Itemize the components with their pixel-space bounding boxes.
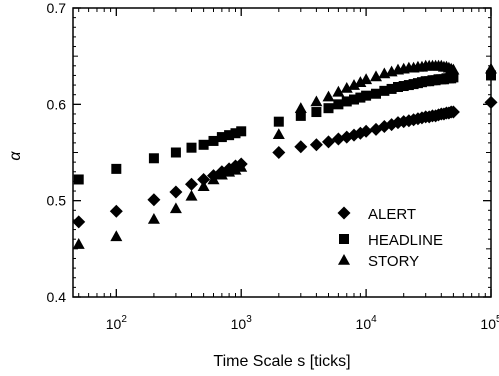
legend: ALERT HEADLINE STORY (337, 206, 443, 270)
x-tick-label: 105 (480, 314, 499, 332)
data-point-story (310, 95, 323, 107)
legend-label: STORY (368, 253, 419, 270)
data-point-story (197, 180, 210, 192)
y-tick-labels: 0.4 0.5 0.6 0.7 (47, 0, 67, 305)
data-point-story (215, 168, 228, 180)
data-point-story (169, 202, 182, 214)
y-tick-label: 0.4 (47, 289, 67, 305)
data-point-headline (73, 174, 84, 185)
data-point-headline (111, 163, 122, 174)
data-point-headline (208, 135, 219, 146)
x-tick-label: 104 (356, 314, 378, 332)
data-point-alert (359, 124, 373, 138)
data-point-alert (147, 193, 161, 207)
data-point-headline (170, 147, 181, 158)
data-point-alert (322, 135, 336, 149)
data-point-story (369, 70, 382, 82)
data-point-story (147, 212, 160, 224)
data-point-headline (361, 90, 372, 101)
data-point-headline (198, 139, 209, 150)
data-point-story (332, 85, 345, 97)
data-point-alert (169, 185, 183, 199)
data-point-headline (355, 92, 366, 103)
data-point-story (110, 230, 123, 242)
data-point-headline (236, 126, 247, 137)
data-point-headline (448, 72, 459, 83)
data-point-headline (295, 110, 306, 121)
data-marks (72, 59, 498, 249)
y-tick-label: 0.6 (47, 96, 67, 112)
data-point-headline (273, 116, 284, 127)
data-point-alert (272, 146, 286, 159)
data-point-story (72, 238, 85, 249)
series-headline (73, 70, 496, 185)
data-point-headline (323, 103, 334, 114)
data-point-story (447, 63, 460, 75)
legend-entry-alert: ALERT (337, 206, 416, 223)
x-tick-label: 103 (231, 314, 253, 332)
data-point-story (272, 128, 285, 139)
data-point-story (229, 163, 242, 175)
data-point-alert (185, 177, 199, 191)
data-point-story (207, 173, 220, 185)
data-point-alert (109, 204, 123, 218)
data-point-headline (216, 132, 227, 143)
data-point-headline (186, 142, 197, 153)
data-point-alert (369, 122, 383, 136)
legend-label: HEADLINE (368, 232, 443, 249)
data-point-headline (392, 81, 403, 92)
data-point-story (340, 81, 353, 93)
data-point-alert (446, 105, 460, 119)
legend-marker-alert (337, 206, 351, 220)
data-point-alert (197, 172, 211, 186)
data-point-story (348, 79, 361, 90)
data-point-headline (370, 88, 381, 99)
data-point-story (322, 90, 335, 102)
legend-entry-story: STORY (338, 253, 419, 270)
legend-label: ALERT (368, 206, 416, 223)
data-point-alert (309, 138, 323, 152)
plot-frame (72, 7, 492, 298)
x-axis-title: Time Scale s [ticks] (213, 353, 350, 370)
y-tick-label: 0.7 (47, 0, 67, 16)
y-tick-label: 0.5 (47, 193, 67, 209)
legend-entry-headline: HEADLINE (339, 232, 443, 249)
data-point-story (185, 189, 198, 201)
data-point-headline (230, 128, 241, 139)
x-tick-labels: 102 103 104 105 (106, 314, 499, 332)
data-point-headline (333, 99, 344, 110)
data-point-headline (148, 153, 159, 164)
data-point-story (235, 160, 248, 172)
data-point-headline (398, 81, 409, 92)
data-point-alert (72, 215, 86, 229)
y-axis-title: α (7, 151, 24, 161)
data-point-headline (341, 96, 352, 107)
data-point-headline (311, 107, 322, 118)
data-point-story (294, 102, 307, 113)
legend-marker-headline (339, 234, 349, 244)
data-point-headline (224, 130, 235, 141)
data-point-headline (379, 85, 390, 96)
data-point-headline (349, 94, 360, 105)
data-point-headline (386, 83, 397, 94)
data-point-story (360, 73, 373, 85)
data-point-alert (294, 140, 308, 154)
series-alert (72, 95, 498, 229)
x-tick-label: 102 (106, 314, 128, 332)
series-story (72, 59, 497, 249)
data-point-story (354, 76, 367, 87)
legend-marker-story (338, 254, 350, 265)
